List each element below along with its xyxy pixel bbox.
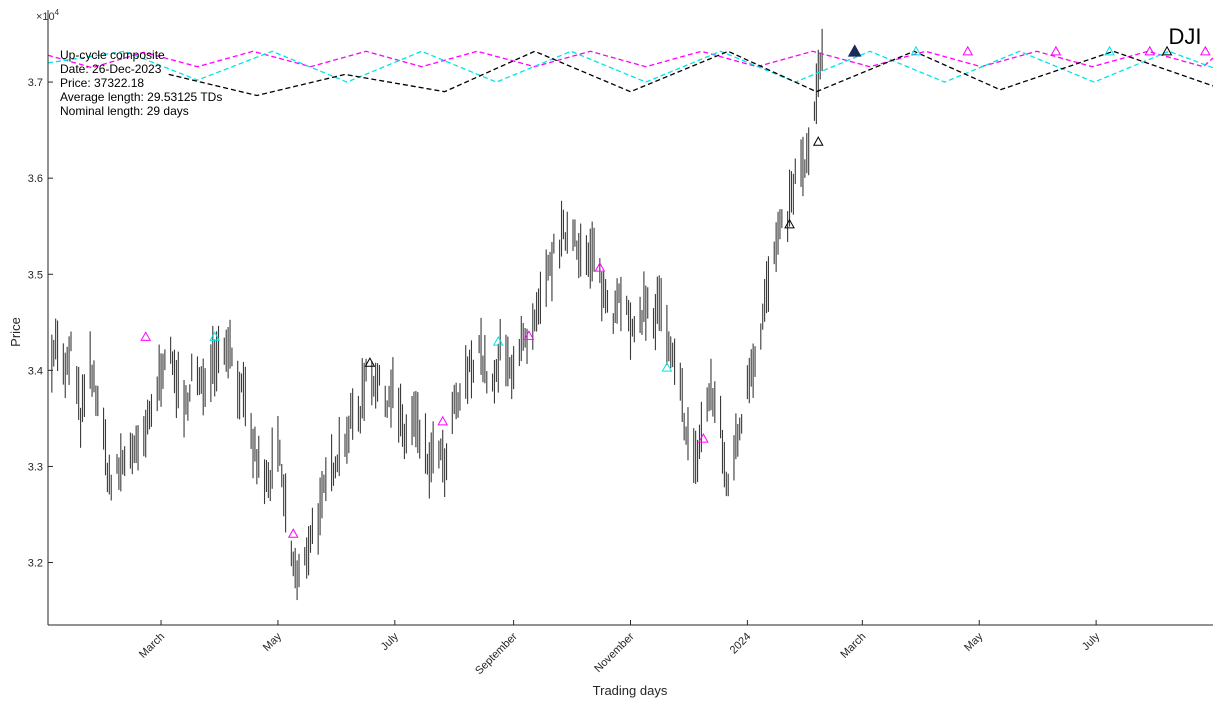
y-exponent-label: ×104 xyxy=(36,8,60,23)
cycle-marker xyxy=(492,335,504,346)
price-bars xyxy=(51,28,823,601)
info-line-2: Date: 26-Dec-2023 xyxy=(60,62,162,76)
cycle-marker xyxy=(287,528,299,538)
cycle-marker xyxy=(661,361,673,372)
x-axis-label: Trading days xyxy=(593,683,668,698)
composite-line xyxy=(47,50,1214,83)
x-tick-label: May xyxy=(261,630,285,654)
y-tick-label: 3.7 xyxy=(28,77,43,89)
cycle-marker xyxy=(697,433,709,443)
composite-lines xyxy=(47,50,1214,97)
cycle-marker xyxy=(812,136,824,146)
cycle-marker xyxy=(847,44,862,57)
info-line-1: Up-cycle composite xyxy=(60,48,165,62)
chart-title: DJI xyxy=(1169,24,1202,49)
cycle-marker xyxy=(437,415,449,426)
cycle-marker xyxy=(910,45,922,56)
y-tick-label: 3.5 xyxy=(28,269,43,281)
x-tick-label: March xyxy=(838,631,868,661)
cycle-marker xyxy=(1199,45,1211,56)
y-tick-label: 3.2 xyxy=(28,558,43,570)
cycle-marker xyxy=(1144,45,1156,56)
info-line-4: Average length: 29.53125 TDs xyxy=(60,90,222,104)
cycle-marker xyxy=(784,218,795,229)
composite-line xyxy=(47,50,1214,69)
axes: 3.2 3.3 3.4 3.5 3.6 3.7 March May July September N… xyxy=(28,10,1213,677)
info-line-5: Nominal length: 29 days xyxy=(60,104,189,118)
cycle-marker xyxy=(523,330,535,340)
y-tick-label: 3.6 xyxy=(28,173,43,185)
cycle-marker xyxy=(1161,45,1173,56)
y-axis-label: Price xyxy=(8,317,23,347)
x-tick-label: July xyxy=(1080,630,1103,653)
x-tick-label: May xyxy=(962,630,986,654)
cycle-marker xyxy=(594,262,606,272)
cycle-markers xyxy=(140,44,1211,538)
cycle-marker xyxy=(962,45,974,56)
x-tick-label: November xyxy=(592,630,637,675)
x-tick-label: March xyxy=(137,631,167,661)
cycle-marker xyxy=(364,357,376,367)
y-tick-label: 3.4 xyxy=(28,365,43,377)
cycle-marker xyxy=(209,331,221,341)
cycle-marker xyxy=(140,331,152,341)
x-tick-label: 2024 xyxy=(728,631,754,657)
y-exponent-power: 4 xyxy=(55,8,60,17)
y-tick-label: 3.3 xyxy=(28,461,43,473)
x-tick-label: September xyxy=(473,630,520,677)
info-box: Up-cycle composite Date: 26-Dec-2023 Pri… xyxy=(60,48,222,118)
x-tick-label: July xyxy=(379,630,402,653)
info-line-3: Price: 37322.18 xyxy=(60,76,144,90)
composite-line xyxy=(168,50,1214,97)
cycle-marker xyxy=(1050,45,1062,56)
cycle-marker xyxy=(1104,45,1115,56)
